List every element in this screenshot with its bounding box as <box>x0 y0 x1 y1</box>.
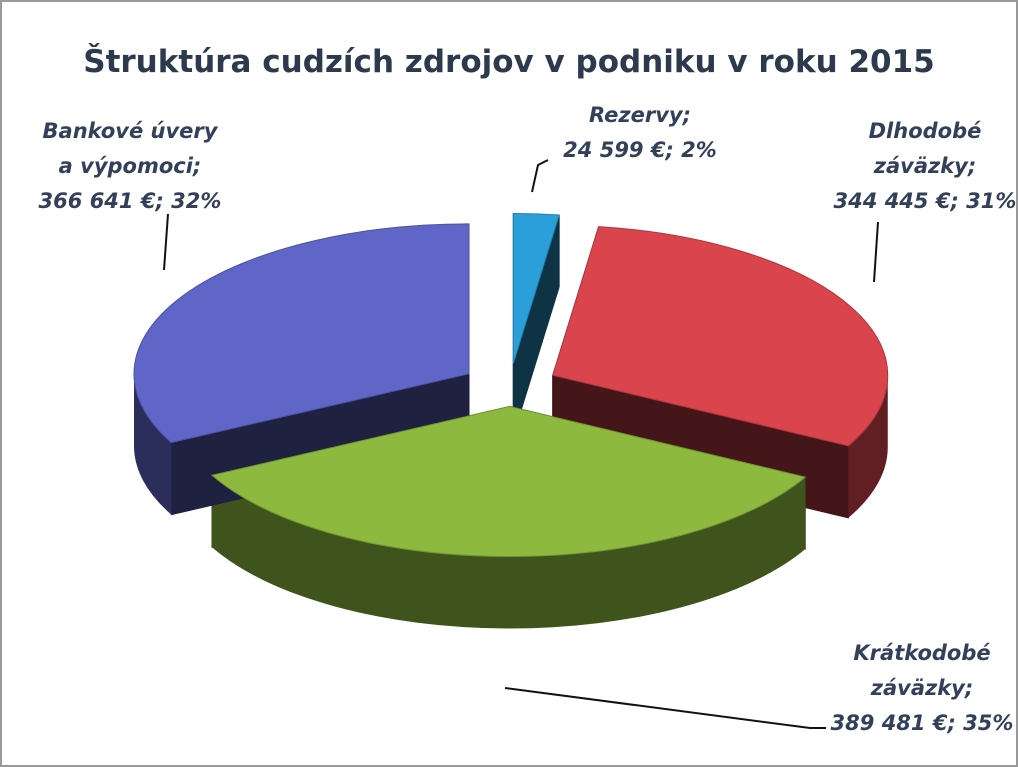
slice-outer-wall <box>212 475 806 629</box>
slice <box>133 223 470 444</box>
slice <box>552 226 889 447</box>
data-label: a výpomoci; <box>59 154 202 178</box>
data-label: 24 599 €; 2% <box>563 138 717 162</box>
chart-title: Štruktúra cudzích zdrojov v podniku v ro… <box>83 43 935 80</box>
data-label: Krátkodobé <box>853 641 990 665</box>
data-label: Rezervy; <box>589 103 691 127</box>
data-label: 389 481 €; 35% <box>831 711 1014 735</box>
data-label: 344 445 €; 31% <box>834 189 1017 213</box>
leader-line <box>163 213 169 271</box>
leader-line <box>531 159 549 193</box>
slice <box>512 213 560 364</box>
leader-line <box>504 687 826 729</box>
data-label: záväzky; <box>870 676 974 700</box>
slice-outer-wall <box>848 375 888 518</box>
data-label: záväzky; <box>873 154 977 178</box>
data-label: Dlhodobé <box>869 119 982 143</box>
data-label: Bankové úvery <box>43 119 219 143</box>
data-label: 366 641 €; 32% <box>39 189 222 213</box>
leader-line <box>873 221 879 283</box>
tops <box>133 213 889 557</box>
slice <box>210 405 807 557</box>
